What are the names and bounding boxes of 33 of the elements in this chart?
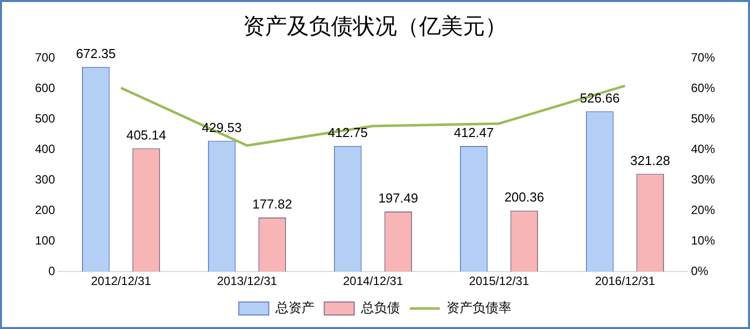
- x-tick-label: 2016/12/31: [594, 274, 656, 288]
- x-tick-label: 2014/12/31: [342, 274, 404, 288]
- y2-tick-label: 60%: [690, 81, 716, 96]
- y-tick-label: 600: [34, 81, 56, 96]
- data-label: 197.49: [378, 190, 418, 206]
- data-label: 526.66: [580, 90, 620, 106]
- y2-tick-label: 30%: [690, 172, 716, 187]
- y-tick-label: 400: [34, 142, 56, 156]
- data-label: 200.36: [504, 190, 544, 205]
- x-tick-label: 2012/12/31: [90, 274, 152, 288]
- legend-label: 总资产: [274, 300, 314, 316]
- data-label: 321.28: [630, 152, 670, 168]
- y-tick-label: 100: [34, 233, 56, 248]
- data-label: 405.14: [126, 127, 166, 142]
- y2-tick-label: 0%: [690, 264, 709, 278]
- data-label: 412.47: [454, 125, 494, 140]
- data-label: 672.35: [76, 46, 116, 61]
- y2-tick-label: 50%: [690, 112, 716, 126]
- y2-tick-label: 40%: [690, 142, 716, 156]
- legend-label: 总负债: [360, 300, 400, 316]
- y-tick-label: 200: [34, 203, 56, 217]
- y-tick-label: 0: [48, 264, 56, 278]
- y2-tick-label: 20%: [690, 203, 716, 217]
- y2-tick-label: 70%: [690, 50, 716, 65]
- legend-label: 资产负债率: [446, 300, 512, 316]
- y-tick-label: 300: [34, 172, 56, 187]
- y-tick-label: 500: [34, 112, 56, 126]
- y-tick-label: 700: [34, 50, 56, 65]
- x-tick-label: 2013/12/31: [216, 274, 278, 288]
- chart-title: 资产及负债状况（亿美元）: [243, 13, 507, 38]
- data-label: 177.82: [252, 196, 292, 212]
- y2-tick-label: 10%: [690, 233, 716, 248]
- x-tick-label: 2015/12/31: [468, 274, 530, 288]
